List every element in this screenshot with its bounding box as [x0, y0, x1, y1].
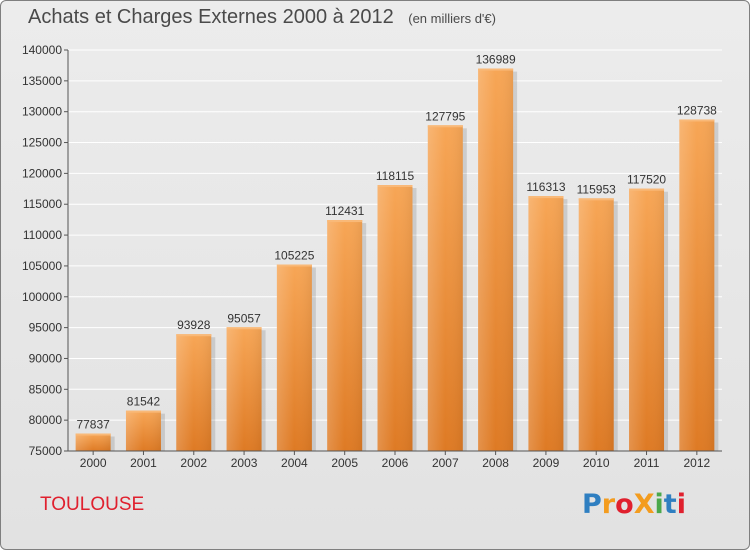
- chart-title: Achats et Charges Externes 2000 à 2012: [28, 6, 394, 28]
- data-labels: 77837 81542 93928 95057 105225 112431 118115 12…: [76, 53, 717, 432]
- value-label: 77837: [76, 417, 110, 431]
- y-tick-label: 120000: [22, 166, 62, 180]
- chart-title-row: Achats et Charges Externes 2000 à 2012 (…: [28, 6, 496, 29]
- bar-top-edge: [578, 198, 614, 201]
- logo-letter: t: [663, 489, 677, 520]
- y-tick-label: 105000: [22, 259, 62, 273]
- x-tick-label: 2005: [331, 456, 358, 470]
- logo-letter: i: [654, 489, 664, 520]
- x-tick-label: 2009: [533, 456, 560, 470]
- bars: [75, 68, 719, 451]
- bar-top-edge: [176, 334, 212, 337]
- x-tick-label: 2001: [130, 456, 157, 470]
- city-name: TOULOUSE: [40, 494, 145, 515]
- bar-highlight: [478, 68, 514, 451]
- x-tick-label: 2008: [482, 456, 509, 470]
- x-tick-label: 2010: [583, 456, 610, 470]
- bar-highlight: [176, 334, 212, 451]
- y-tick-label: 95000: [29, 321, 63, 335]
- bar-highlight: [427, 125, 463, 451]
- logo-letter: P: [582, 489, 602, 520]
- y-tick-label: 125000: [22, 136, 62, 150]
- bar-highlight: [377, 185, 413, 451]
- y-tick-label: 80000: [29, 413, 63, 427]
- logo-letter: r: [601, 489, 616, 520]
- bar-highlight: [226, 327, 262, 451]
- x-tick-label: 2011: [634, 456, 660, 470]
- y-tick-label: 130000: [22, 105, 62, 119]
- value-label: 105225: [274, 249, 314, 263]
- logo-letter: i: [676, 489, 686, 520]
- x-tick-label: 2003: [231, 456, 258, 470]
- x-tick-label: 2006: [382, 456, 409, 470]
- x-tick-label: 2012: [683, 456, 710, 470]
- bar-top-edge: [276, 264, 312, 267]
- value-label: 136989: [476, 53, 516, 67]
- value-label: 112431: [325, 204, 364, 218]
- y-tick-label: 90000: [29, 351, 63, 365]
- proxiti-logo: ProXiti: [582, 489, 686, 520]
- bar-top-edge: [629, 188, 665, 191]
- bar-top-edge: [528, 196, 564, 199]
- unit-note: (en milliers d'€): [408, 11, 496, 26]
- y-tick-label: 75000: [29, 444, 63, 458]
- bar-highlight: [578, 198, 614, 451]
- y-tick-label: 140000: [22, 43, 62, 57]
- x-tick-label: 2007: [432, 456, 459, 470]
- value-label: 128738: [677, 103, 717, 117]
- bar-highlight: [327, 220, 363, 451]
- logo-letter: o: [615, 489, 634, 520]
- x-tick-label: 2000: [80, 456, 107, 470]
- x-tick-label: 2004: [281, 456, 308, 470]
- bar-top-edge: [679, 119, 715, 122]
- y-tick-label: 110000: [23, 228, 62, 242]
- bar-top-edge: [125, 410, 161, 413]
- axes: 75000 80000 85000 90000 95000 100000 105000 110…: [22, 43, 722, 470]
- bar-top-edge: [377, 185, 413, 188]
- bar-top-edge: [226, 327, 262, 330]
- value-label: 93928: [177, 318, 211, 332]
- bar-highlight: [276, 264, 312, 451]
- logo-letter: X: [633, 489, 655, 520]
- value-label: 116313: [526, 180, 565, 194]
- value-label: 127795: [425, 109, 465, 123]
- bar-top-edge: [478, 68, 514, 71]
- y-tick-label: 100000: [22, 290, 62, 304]
- bar-top-edge: [427, 125, 463, 128]
- bar-highlight: [679, 119, 715, 451]
- value-label: 95057: [227, 311, 261, 325]
- value-label: 115953: [577, 182, 616, 196]
- bar-top-edge: [75, 433, 111, 436]
- y-tick-label: 135000: [22, 74, 62, 88]
- bar-highlight: [75, 433, 111, 451]
- y-tick-label: 85000: [29, 382, 63, 396]
- x-tick-label: 2002: [180, 456, 207, 470]
- value-label: 117520: [627, 173, 666, 187]
- bar-highlight: [528, 196, 564, 451]
- y-tick-label: 115000: [23, 197, 62, 211]
- bar-top-edge: [327, 220, 363, 223]
- value-label: 118115: [376, 169, 415, 183]
- bar-highlight: [125, 410, 161, 451]
- value-label: 81542: [127, 395, 161, 409]
- bar-highlight: [629, 188, 665, 451]
